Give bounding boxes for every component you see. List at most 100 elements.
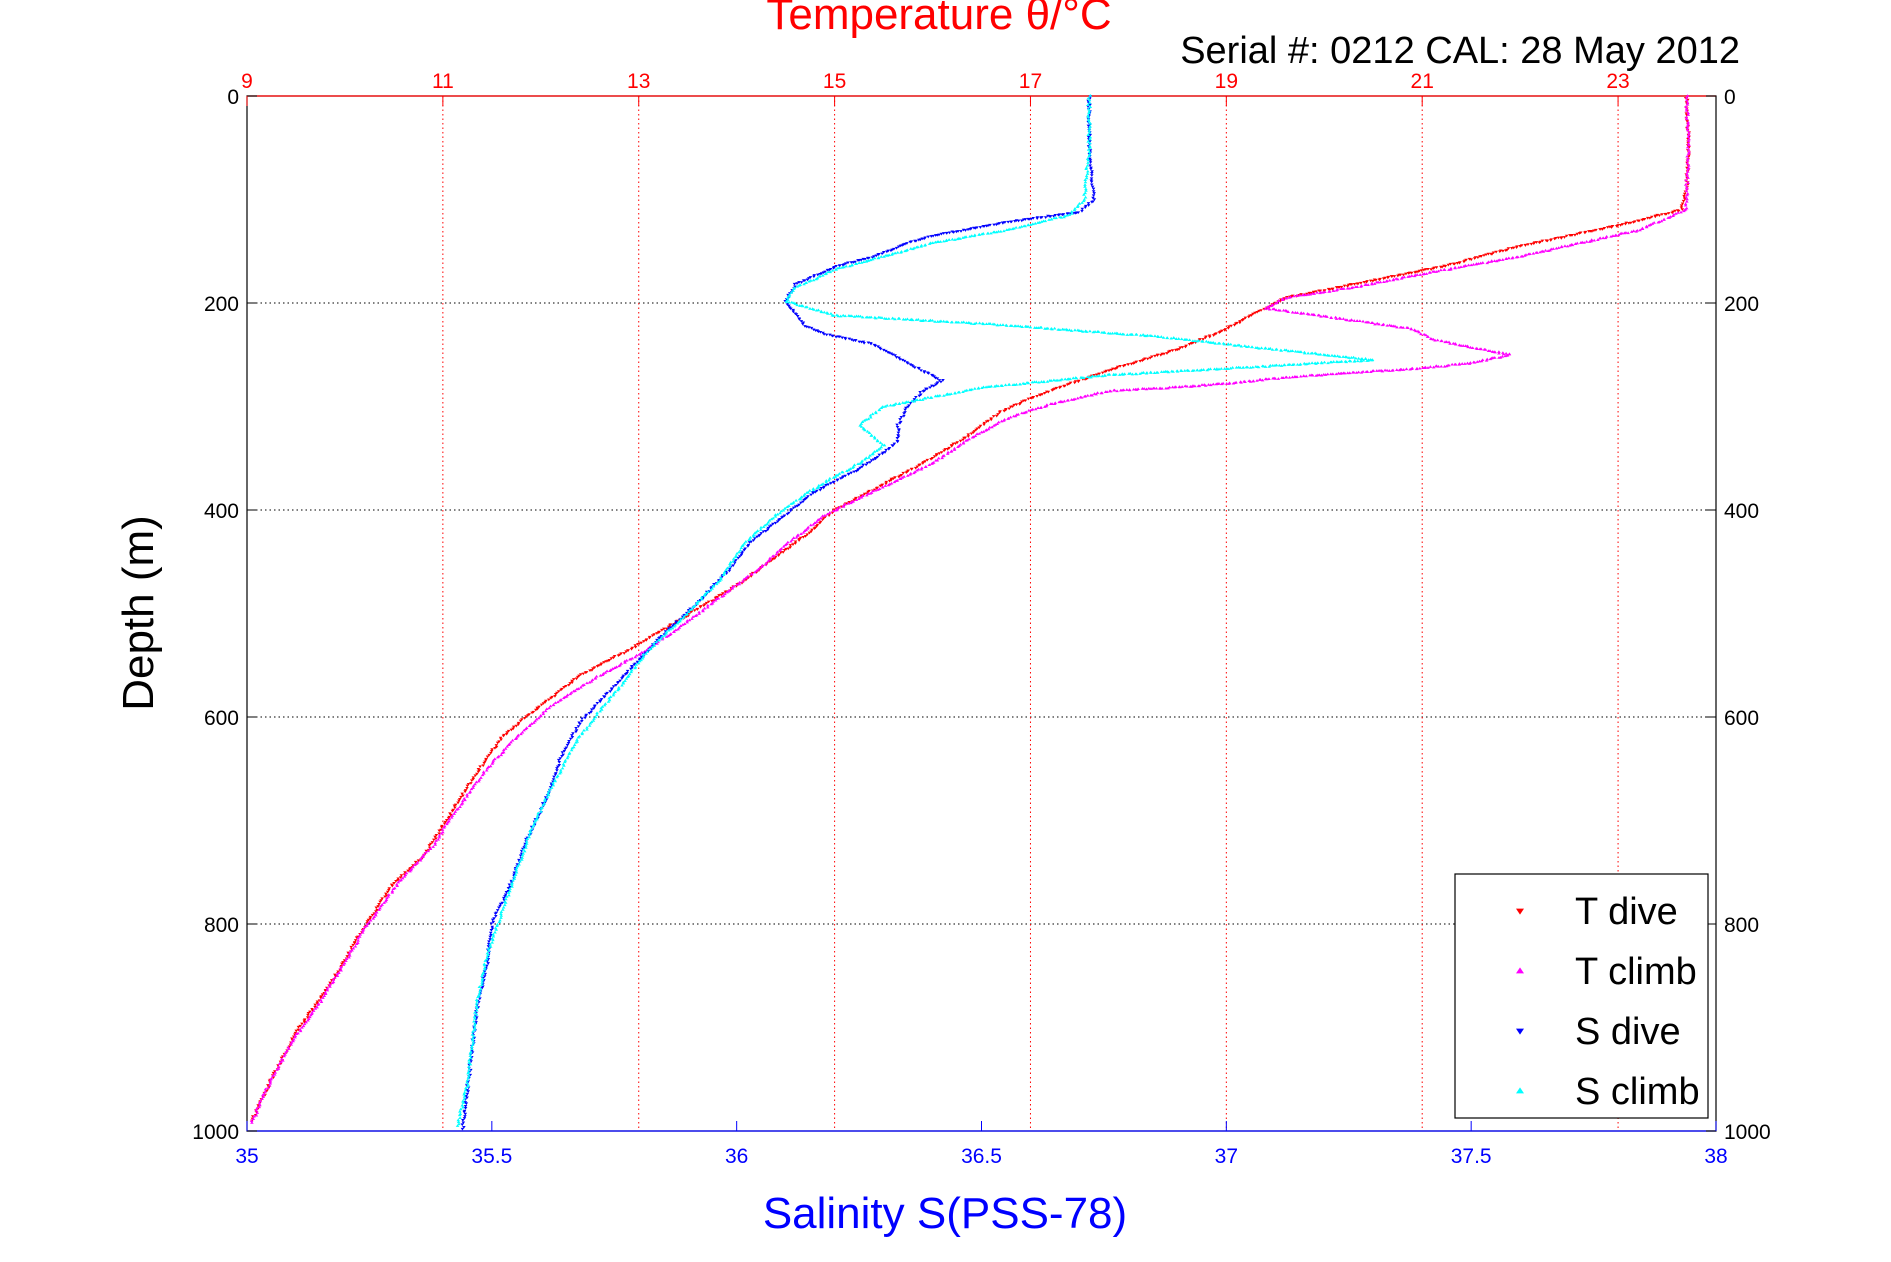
data-point [1352,319,1357,322]
data-point [1686,167,1690,171]
data-point [524,839,529,843]
data-point [859,422,864,425]
depth-tick-label-right: 200 [1724,293,1759,316]
data-point [363,925,367,929]
data-point [773,521,778,525]
data-point [833,475,838,478]
data-point [574,726,578,730]
data-point [951,442,956,446]
data-point [1613,234,1618,237]
data-point [1378,280,1383,284]
data-point [906,405,910,409]
data-point [1045,380,1050,383]
data-point [1088,133,1093,137]
data-point [493,912,498,916]
data-point [488,764,493,768]
data-point [335,972,340,976]
data-point [390,890,395,894]
data-point [501,908,505,911]
data-point [650,645,654,649]
data-point [1222,367,1227,370]
data-point [535,707,540,711]
data-point [687,618,692,622]
data-point [1118,332,1123,336]
data-point [1272,307,1277,311]
data-point [569,748,574,752]
data-point [1685,192,1690,195]
data-point [758,528,763,531]
data-point [1031,222,1035,226]
data-point [1243,316,1248,320]
data-point [1080,209,1084,213]
data-point [1230,366,1235,369]
data-point [716,580,720,584]
data-point [1037,393,1042,397]
data-point [936,456,941,460]
data-point [977,321,982,325]
data-point [1179,369,1183,372]
data-point [281,1058,285,1062]
data-point [480,773,485,777]
data-point [574,677,579,681]
data-point [491,938,495,942]
data-point [1370,282,1374,286]
data-point [823,270,827,274]
data-point [775,512,780,516]
data-point [495,922,500,926]
data-point [911,365,915,368]
data-point [311,1009,316,1012]
data-point [1685,187,1689,190]
data-point [1454,342,1458,346]
data-point [1638,228,1642,232]
data-point [463,1115,467,1118]
data-point [1341,355,1345,358]
data-point [799,320,804,323]
data-point [824,480,828,484]
data-point [534,717,539,721]
data-point [1323,353,1328,357]
data-point [1120,372,1125,376]
data-point [1086,202,1091,205]
data-point [602,695,607,699]
data-point [759,525,763,529]
data-point [557,761,562,764]
data-point [1087,154,1091,158]
data-point [1523,254,1527,257]
data-point [1355,319,1360,322]
data-point [828,333,832,337]
data-point [693,614,698,618]
data-point [955,441,960,444]
data-point [752,537,757,540]
data-point [1504,257,1508,260]
data-point [484,758,488,762]
data-point [1564,234,1569,238]
data-point [719,576,723,579]
data-point [1100,374,1105,378]
data-point [1259,346,1264,350]
data-point [470,1047,474,1051]
data-point [740,552,744,555]
data-point [1370,321,1375,324]
data-point [695,602,699,605]
data-point [765,522,769,526]
data-point [862,492,867,496]
data-point [801,500,805,504]
data-point [1475,360,1480,363]
data-point [471,776,476,780]
data-point [1083,183,1087,186]
data-point [966,228,970,232]
data-point [518,859,522,863]
data-point [927,463,932,466]
data-point [1086,133,1091,136]
data-point [1204,339,1209,343]
data-point [742,548,747,552]
data-point [484,957,489,961]
data-point [426,849,431,853]
data-point [499,753,504,757]
data-point [1319,360,1324,364]
data-point [629,670,634,674]
data-point [880,443,885,446]
data-point [941,239,946,243]
data-point [768,556,772,560]
data-point [684,613,688,616]
